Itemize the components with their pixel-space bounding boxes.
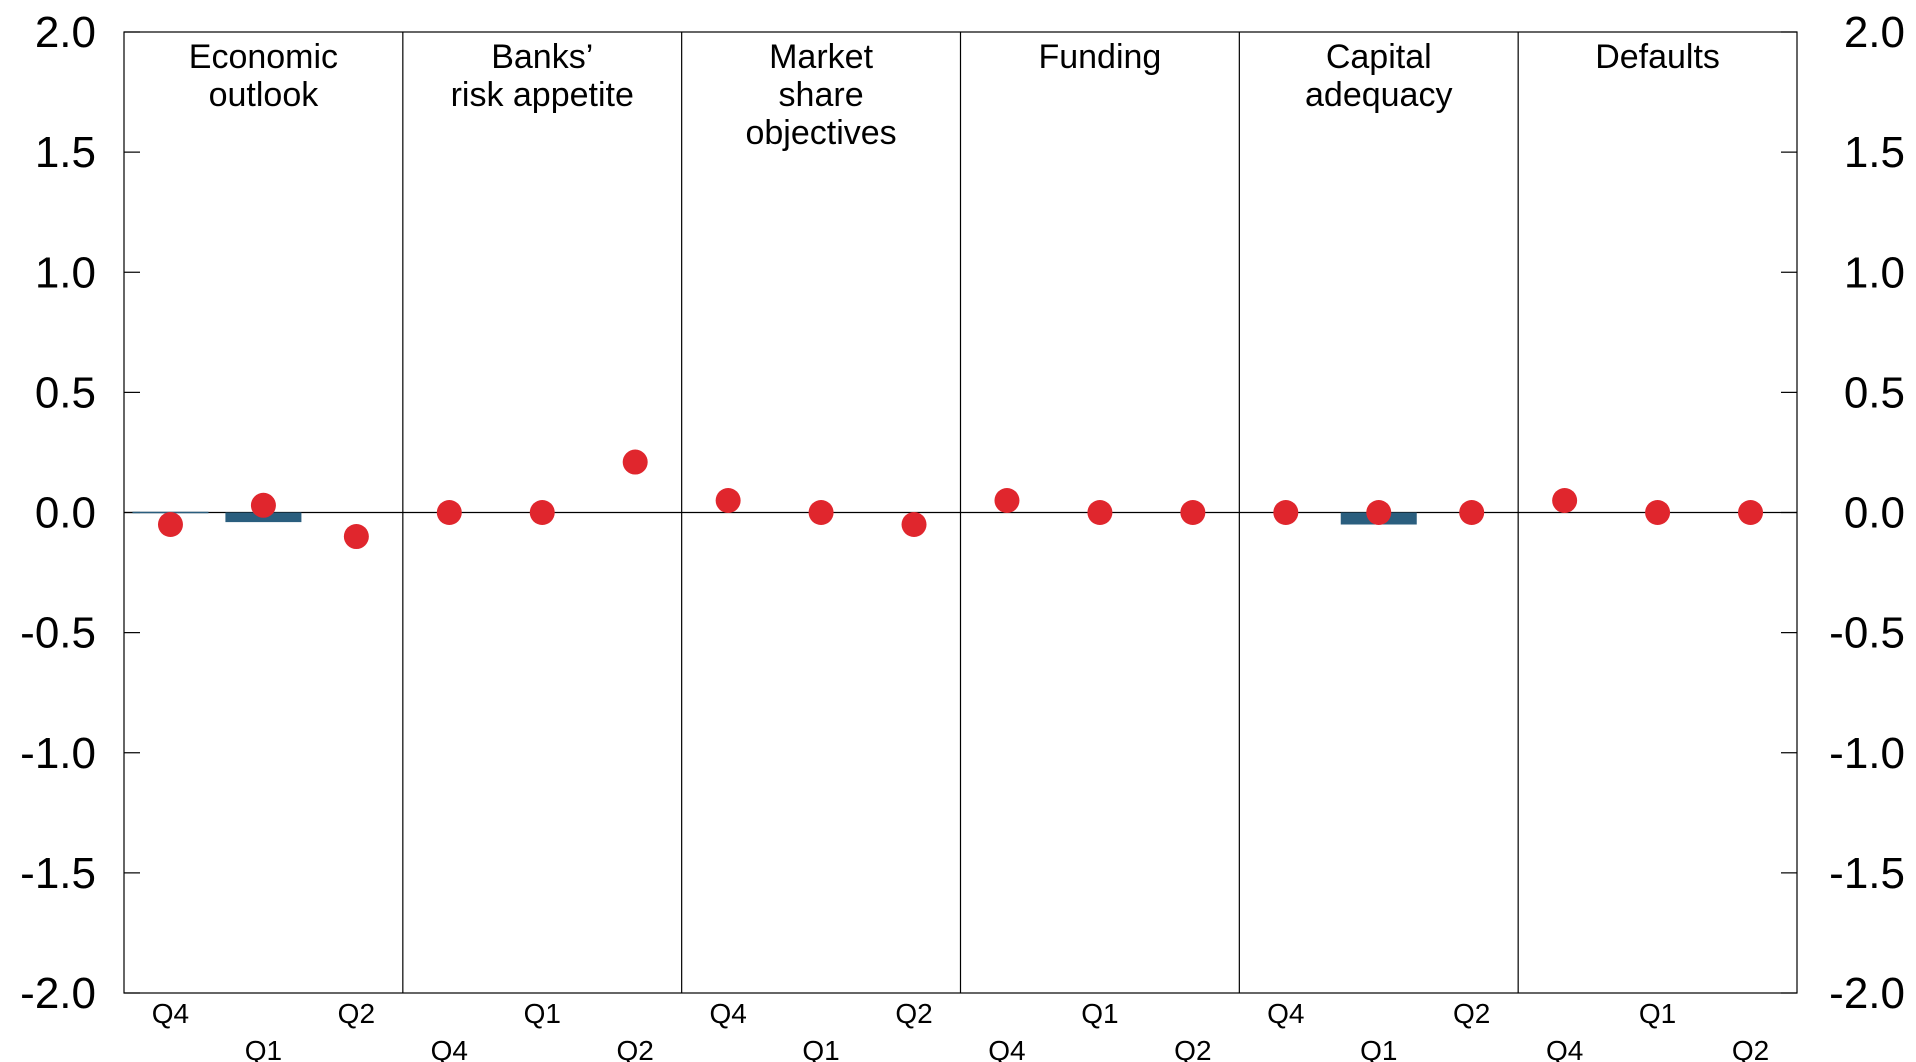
y-tick-label-left: 0.0 — [35, 489, 96, 538]
y-tick-label-left: 1.5 — [35, 128, 96, 177]
data-point — [808, 500, 834, 525]
data-point — [250, 492, 276, 518]
y-tick-label-right: -1.0 — [1829, 729, 1905, 778]
panel-title-line: Defaults — [1595, 38, 1720, 76]
panel-title-line: adequacy — [1305, 76, 1452, 114]
data-point — [622, 449, 648, 475]
y-tick-label-left: -2.0 — [20, 969, 96, 1018]
panel-title-line: Funding — [1038, 38, 1161, 76]
category-label: Q1 — [1360, 1035, 1397, 1062]
y-tick-label-left: 0.5 — [35, 368, 96, 417]
dots-layer — [157, 449, 1764, 550]
panel-title-line: objectives — [745, 114, 896, 152]
data-point — [1087, 500, 1113, 525]
category-label: Q2 — [1174, 1035, 1211, 1062]
y-tick-label-right: 1.5 — [1844, 128, 1905, 177]
y-tick-label-right: -0.5 — [1829, 609, 1905, 658]
y-tick-label-right: 1.0 — [1844, 248, 1905, 297]
plot-frame-layer — [123, 31, 1798, 994]
y-tick-label-right: 0.5 — [1844, 368, 1905, 417]
y-tick-label-left: -1.0 — [20, 729, 96, 778]
data-point — [715, 487, 741, 513]
data-point — [529, 500, 555, 525]
data-point — [1459, 500, 1485, 525]
y-tick-label-right: 0.0 — [1844, 489, 1905, 538]
category-label: Q4 — [1267, 998, 1304, 1029]
category-label: Q1 — [1639, 998, 1676, 1029]
data-point — [1273, 500, 1299, 525]
category-label: Q4 — [988, 1035, 1025, 1062]
panel-title-line: outlook — [209, 76, 320, 114]
data-point — [1645, 500, 1671, 525]
panel-title-line: share — [779, 76, 864, 114]
y-tick-label-left: -0.5 — [20, 609, 96, 658]
category-label: Q4 — [709, 998, 746, 1029]
bars-layer — [132, 511, 1417, 525]
y-tick-label-left: 1.0 — [35, 248, 96, 297]
data-point — [343, 524, 369, 550]
y-tick-label-right: -1.5 — [1829, 849, 1905, 898]
category-label: Q1 — [245, 1035, 282, 1062]
data-point — [157, 512, 183, 538]
labels-layer: 2.0 2.0 1.5 1.5 1.0 1.0 0.5 0.5 0.0 0.0 -0.5 -0.5 -1… — [20, 8, 1905, 1062]
panel-title-line: Banks’ — [491, 38, 593, 76]
data-point — [994, 487, 1020, 513]
category-label: Q2 — [1732, 1035, 1769, 1062]
panel-title-line: Market — [769, 38, 873, 76]
panel-title-line: risk appetite — [451, 76, 634, 114]
category-label: Q1 — [524, 998, 561, 1029]
category-label: Q2 — [617, 1035, 654, 1062]
data-point — [1552, 487, 1578, 513]
category-label: Q2 — [1453, 998, 1490, 1029]
category-label: Q4 — [152, 998, 189, 1029]
y-tick-label-right: 2.0 — [1844, 8, 1905, 57]
data-point — [1366, 500, 1392, 525]
panel-title-line: Capital — [1326, 38, 1432, 76]
category-label: Q1 — [802, 1035, 839, 1062]
data-point — [1180, 500, 1206, 525]
category-label: Q2 — [895, 998, 932, 1029]
data-point — [1738, 500, 1764, 525]
data-point — [901, 512, 927, 538]
category-label: Q4 — [431, 1035, 468, 1062]
panel-title-line: Economic — [189, 38, 338, 76]
y-tick-label-left: 2.0 — [35, 8, 96, 57]
y-tick-label-right: -2.0 — [1829, 969, 1905, 1018]
y-tick-label-left: -1.5 — [20, 849, 96, 898]
category-label: Q1 — [1081, 998, 1118, 1029]
category-label: Q2 — [338, 998, 375, 1029]
data-point — [436, 500, 462, 525]
category-label: Q4 — [1546, 1035, 1583, 1062]
